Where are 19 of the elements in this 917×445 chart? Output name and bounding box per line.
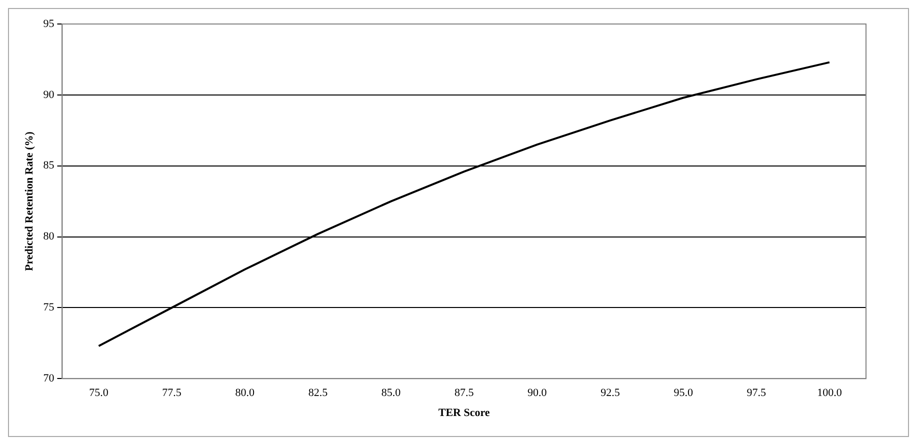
x-tick-label: 82.5 [308,387,328,400]
y-tick-label: 80 [43,230,55,243]
y-tick-label: 70 [43,372,55,384]
x-axis-title: TER Score [438,407,490,420]
x-tick-label: 92.5 [600,387,620,400]
x-tick-label: 90.0 [528,387,548,400]
x-tick-label: 87.5 [454,387,474,400]
y-tick-label: 75 [43,302,55,314]
y-tick-label: 85 [43,160,55,172]
y-axis-title: Predicted Retention Rate (%) [23,131,36,272]
x-tick-label: 95.0 [674,387,694,400]
y-tick-label: 95 [43,18,55,30]
x-tick-label: 97.5 [746,387,767,400]
x-tick-label: 75.0 [89,387,109,400]
y-tick-label: 90 [43,88,55,101]
x-tick-label: 80.0 [235,387,256,400]
x-tick-label: 100.0 [817,387,842,400]
x-tick-label: 85.0 [381,387,402,400]
x-tick-label: 77.5 [162,387,182,400]
